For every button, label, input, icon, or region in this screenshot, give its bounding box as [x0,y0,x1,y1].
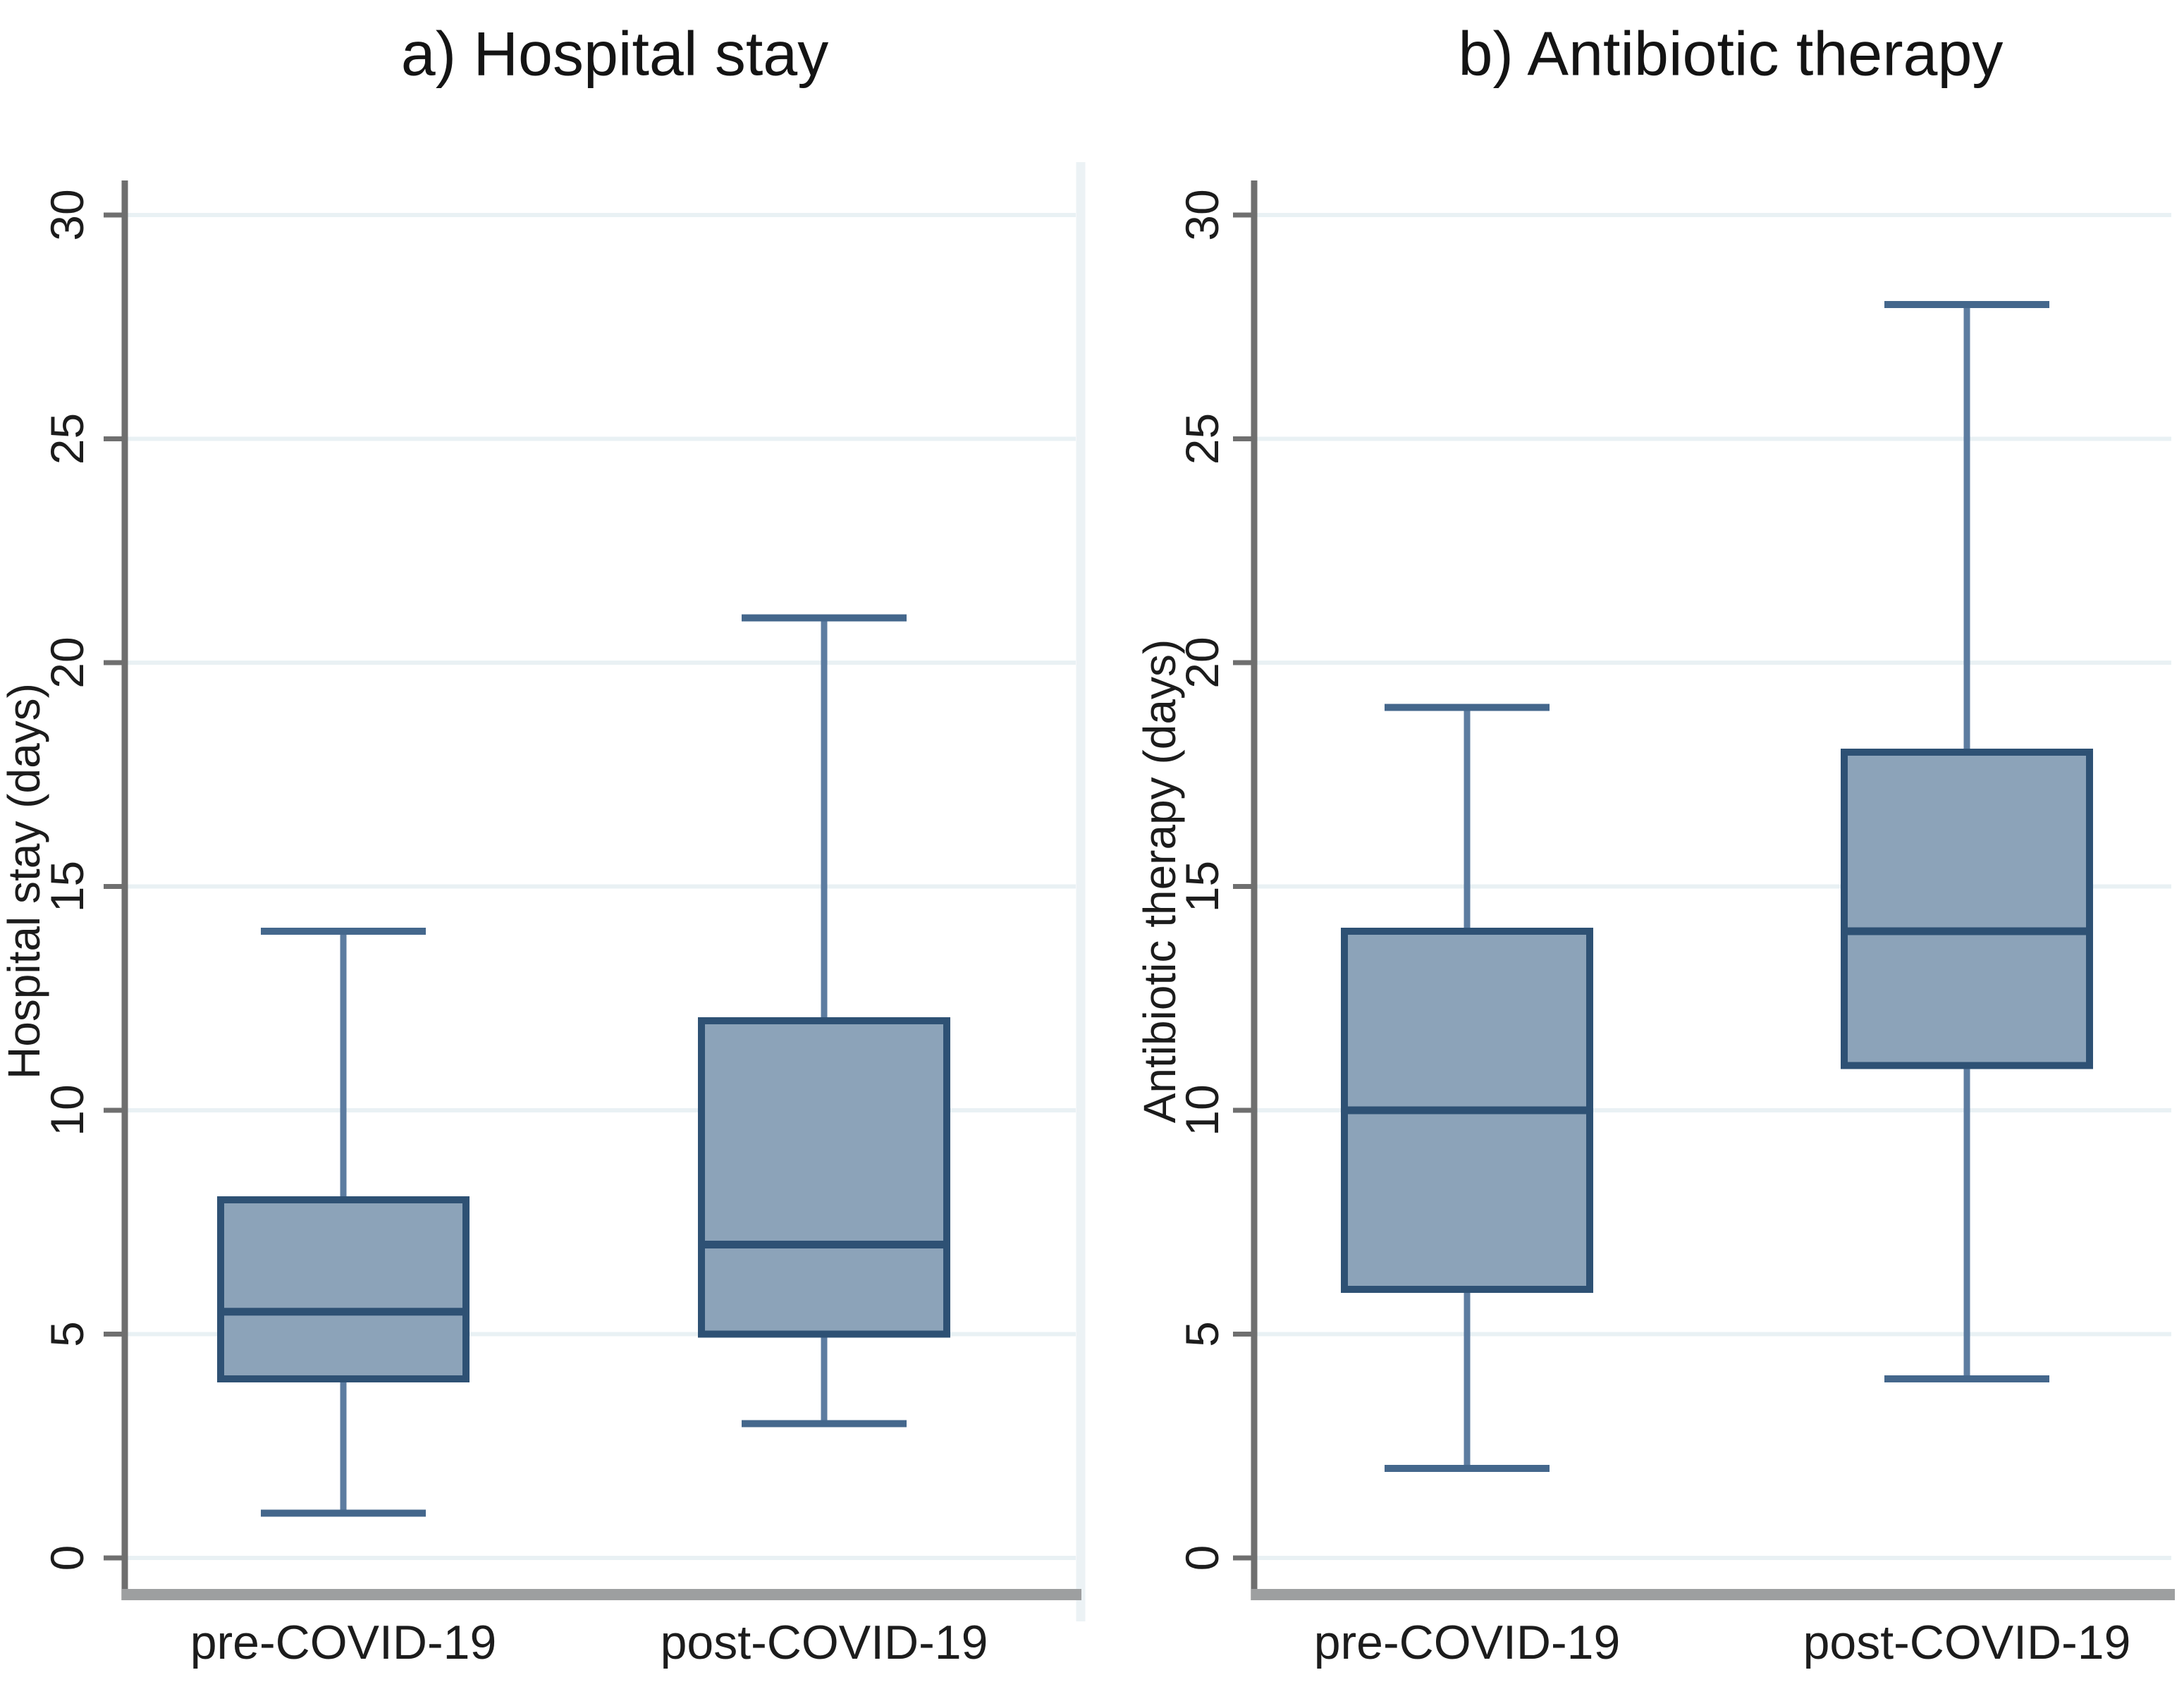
panel-a-title: a) Hospital stay [401,19,828,89]
category-label-pre-covid-19: pre-COVID-19 [1314,1616,1621,1669]
category-label-post-covid-19: post-COVID-19 [661,1616,988,1669]
y-tick-label-30: 30 [41,189,93,240]
y-tick-label-25: 25 [1176,413,1228,465]
panel-b-title: b) Antibiotic therapy [1459,19,2004,89]
y-tick-label-15: 15 [41,861,93,912]
y-tick-label-25: 25 [41,413,93,465]
y-tick-label-0: 0 [1176,1545,1228,1571]
iqr-box-post-covid-19 [698,1017,950,1338]
y-tick-label-30: 30 [1176,189,1228,240]
y-tick-label-0: 0 [41,1545,93,1571]
y-tick-label-5: 5 [1176,1321,1228,1347]
y-tick-label-5: 5 [41,1321,93,1347]
category-label-pre-covid-19: pre-COVID-19 [190,1616,497,1669]
panel-a-y-axis-title: Hospital stay (days) [0,683,49,1079]
category-label-post-covid-19: post-COVID-19 [1803,1616,2131,1669]
y-tick-label-10: 10 [1176,1084,1228,1136]
y-tick-label-20: 20 [41,637,93,688]
y-tick-label-10: 10 [41,1084,93,1136]
iqr-box-post-covid-19 [1841,749,2093,1069]
chart-render-root: 0 5 10 15 20 25 30 pre-COVID-19 post-COVID-19 0 5 1… [41,162,2175,1669]
iqr-box-pre-covid-19 [217,1196,470,1382]
y-tick-label-15: 15 [1176,861,1228,912]
panel-a: 0 5 10 15 20 25 30 pre-COVID-19 post-COVID-19 [41,180,1081,1669]
panel-b-y-axis-title: Antibiotic therapy (days) [1134,639,1185,1124]
panel-b: 0 5 10 15 20 25 30 pre-COVID-19 post-COVID-19 [1176,180,2175,1669]
y-tick-label-20: 20 [1176,637,1228,688]
